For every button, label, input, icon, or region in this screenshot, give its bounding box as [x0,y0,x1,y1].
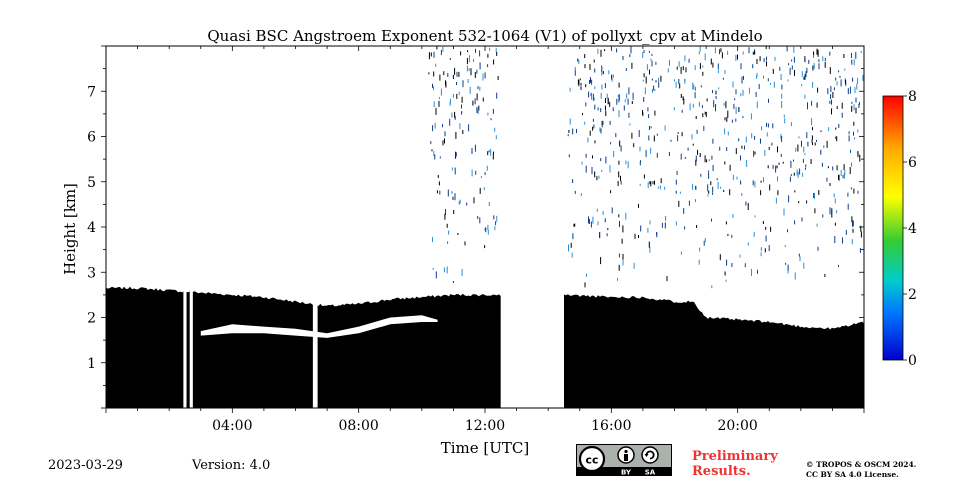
elevated-clear-band [200,315,438,338]
copyright-notice: © TROPOS & OSCM 2024. CC BY SA 4.0 Licen… [806,460,917,479]
y-tick-label: 1 [87,356,96,372]
y-tick-label: 5 [87,175,96,191]
colorbar-tick-label: 4 [908,221,917,237]
measurement-date: 2023-03-29 [48,458,123,473]
colorbar-ticks: 0 2 4 6 8 [903,89,917,369]
svg-text:SA: SA [645,469,656,477]
y-axis: 1 2 3 4 5 6 7 [87,45,864,409]
no-data-gap [500,46,564,408]
x-tick-label: 20:00 [717,418,757,434]
no-data-gap [189,46,193,408]
share-alike-icon [641,446,659,464]
no-data-gap [183,46,187,408]
svg-text:BY: BY [621,469,632,477]
colorbar-tick-label: 2 [908,287,917,303]
no-data-gap [312,46,318,408]
colorbar [882,95,904,361]
y-tick-label: 3 [87,265,96,281]
chart-title: Quasi BSC Angstroem Exponent 532-1064 (V… [207,27,762,45]
preliminary-results: Preliminary Results. [692,449,778,479]
colorbar-tick-label: 8 [908,89,917,105]
colorbar-tick-label: 6 [908,155,917,171]
person-icon [617,446,635,464]
version-label: Version: 4.0 [192,458,271,473]
y-tick-label: 4 [87,220,96,236]
no-data-gaps [183,46,564,408]
x-tick-label: 08:00 [338,418,378,434]
y-tick-label: 2 [87,311,96,327]
cc-license-badge: cc BY SA [576,444,672,476]
x-tick-label: 16:00 [591,418,631,434]
scattered-noise [428,46,864,289]
svg-text:cc: cc [585,454,598,467]
aerosol-layer-morning [106,286,501,408]
x-axis: 04:00 08:00 12:00 16:00 20:00 [105,46,865,434]
x-tick-label: 12:00 [465,418,505,434]
y-axis-label: Height [km] [61,183,79,275]
y-tick-label: 7 [87,84,96,100]
colorbar-tick-label: 0 [908,353,917,369]
x-axis-label: Time [UTC] [441,439,530,457]
x-tick-label: 04:00 [212,418,252,434]
aerosol-layer-afternoon [563,294,864,408]
y-tick-label: 6 [87,130,96,146]
cc-icon: cc [578,445,606,473]
plot-area [106,46,864,408]
